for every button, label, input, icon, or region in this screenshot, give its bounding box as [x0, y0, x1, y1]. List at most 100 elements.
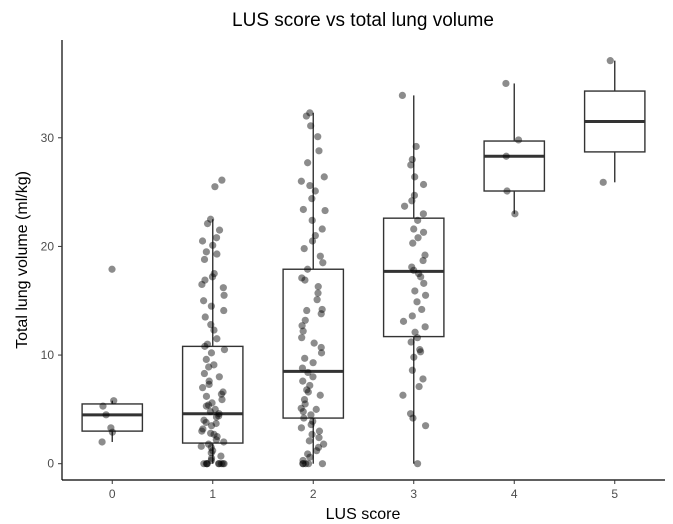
box-body	[382, 217, 445, 338]
data-point	[306, 109, 314, 117]
x-axis-title: LUS score	[326, 506, 401, 523]
data-point	[212, 234, 221, 242]
y-tick-label: 30	[41, 131, 55, 145]
data-point	[299, 407, 307, 416]
data-point	[299, 205, 307, 214]
data-point	[318, 305, 326, 314]
data-point	[200, 255, 209, 264]
data-point	[408, 197, 416, 205]
data-point	[212, 436, 220, 444]
data-point	[408, 263, 416, 271]
data-point	[99, 402, 107, 410]
data-point	[413, 298, 421, 306]
data-point	[217, 452, 225, 460]
data-point	[300, 414, 308, 422]
data-point	[400, 202, 409, 210]
data-point	[301, 400, 309, 408]
data-point	[212, 413, 221, 421]
data-point	[410, 266, 418, 274]
data-point	[419, 210, 427, 218]
data-point	[317, 343, 325, 352]
data-point	[304, 450, 312, 458]
data-point	[207, 449, 215, 457]
data-point	[315, 147, 323, 155]
data-point	[419, 256, 427, 265]
data-point	[219, 460, 227, 468]
data-point	[307, 122, 315, 130]
data-point	[202, 355, 210, 364]
data-point	[416, 346, 424, 354]
data-point	[204, 440, 213, 448]
data-point	[199, 384, 207, 392]
data-point	[299, 377, 307, 385]
data-point	[420, 279, 428, 287]
data-point	[203, 460, 211, 468]
data-point	[315, 427, 324, 435]
data-point	[299, 327, 307, 335]
data-point	[213, 335, 221, 343]
data-point	[300, 244, 308, 253]
box-body	[181, 345, 244, 444]
data-point	[203, 460, 211, 468]
data-point	[297, 177, 305, 185]
data-point	[218, 176, 226, 184]
data-point	[304, 460, 313, 468]
data-point	[313, 296, 321, 304]
data-point	[215, 412, 223, 420]
data-point	[199, 425, 207, 433]
data-point	[207, 443, 215, 452]
data-point	[309, 373, 317, 381]
data-point	[312, 405, 320, 413]
data-point	[213, 432, 221, 441]
data-point	[209, 241, 217, 249]
data-point	[210, 326, 218, 334]
data-point	[300, 396, 309, 404]
data-point	[419, 228, 428, 236]
y-tick-label: 10	[41, 348, 55, 362]
data-point	[215, 373, 223, 381]
data-point	[208, 399, 216, 407]
box-4	[483, 83, 546, 214]
data-point	[207, 302, 216, 310]
box-2	[282, 112, 345, 464]
data-point	[412, 142, 420, 151]
data-point	[212, 419, 220, 428]
data-point	[297, 424, 305, 432]
data-point	[304, 388, 312, 396]
chart-title: LUS score vs total lung volume	[232, 10, 494, 31]
data-point	[200, 460, 208, 468]
data-point	[298, 334, 306, 342]
data-point	[307, 420, 315, 429]
data-point	[304, 159, 312, 167]
box-5	[583, 60, 646, 183]
data-point	[406, 410, 415, 418]
data-point	[399, 391, 407, 399]
data-point	[309, 417, 317, 425]
data-point	[408, 312, 416, 320]
data-point	[206, 215, 215, 223]
data-point	[599, 178, 607, 186]
x-tick-label: 2	[310, 487, 317, 501]
data-point	[200, 297, 208, 305]
data-point	[307, 411, 315, 419]
data-point	[299, 460, 307, 468]
box-3	[382, 95, 445, 464]
y-tick-label: 0	[47, 457, 54, 471]
data-point	[215, 460, 223, 468]
data-point	[210, 361, 218, 369]
x-tick-label: 3	[410, 487, 417, 501]
data-point	[202, 392, 211, 400]
data-point	[197, 442, 205, 450]
data-point	[108, 428, 117, 436]
data-point	[219, 284, 227, 292]
data-point	[203, 340, 212, 348]
data-point	[306, 381, 314, 390]
data-point	[210, 430, 218, 438]
data-point	[414, 216, 422, 224]
data-point	[220, 306, 228, 315]
data-point	[315, 434, 323, 442]
data-point	[202, 418, 210, 427]
data-point	[308, 216, 316, 224]
data-point	[299, 456, 307, 465]
data-point	[207, 454, 216, 462]
